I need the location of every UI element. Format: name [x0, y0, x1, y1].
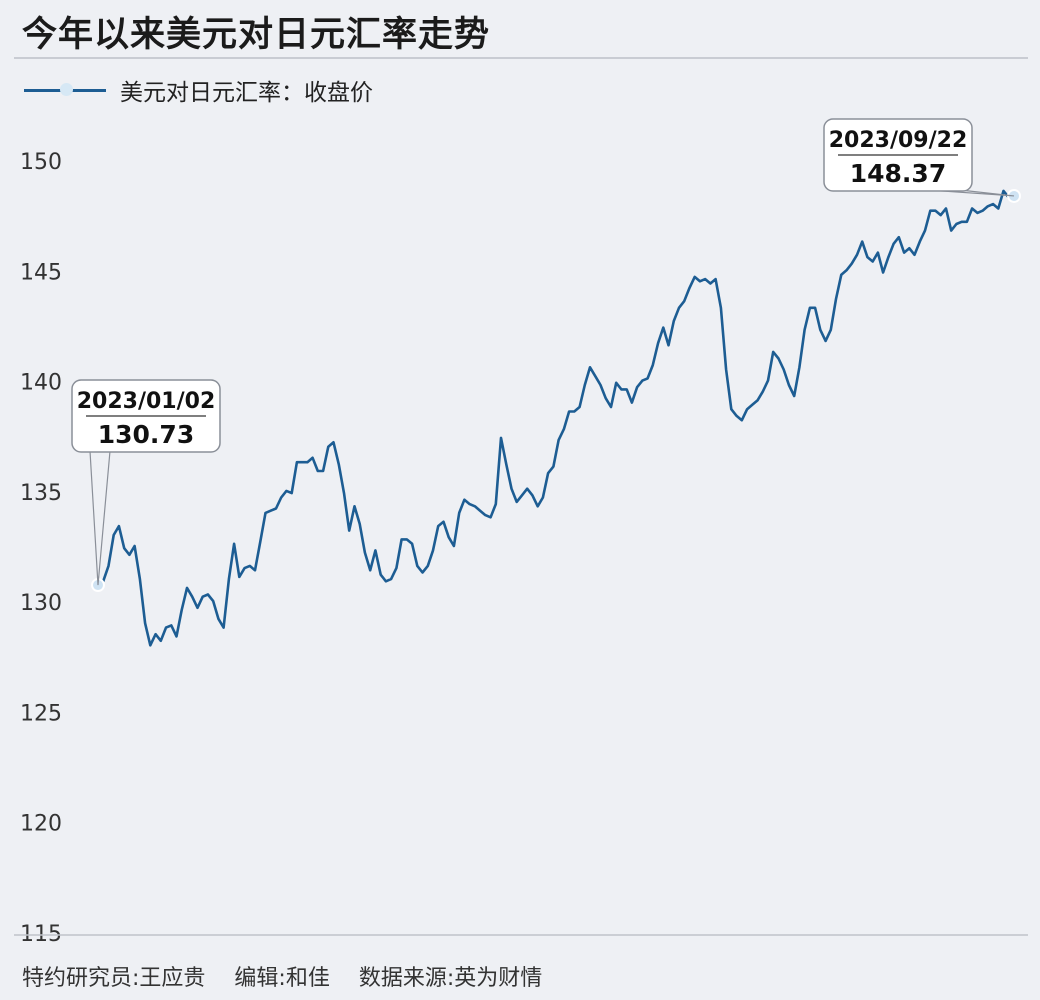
y-tick-label-125: 125 — [20, 701, 62, 726]
legend-line-marker — [24, 82, 106, 96]
callout-1: 2023/09/22 148.37 — [823, 118, 1021, 203]
legend-label: 美元对日元汇率：收盘价 — [120, 80, 373, 106]
y-tick-label-120: 120 — [20, 812, 62, 837]
legend: 美元对日元汇率：收盘价 — [24, 72, 373, 108]
series-layer — [96, 189, 1016, 647]
footer-source: 数据来源:英为财情 — [358, 966, 543, 991]
callout-date-1: 2023/09/22 — [829, 128, 968, 153]
callout-0: 2023/01/02 130.73 — [71, 379, 221, 593]
series-line-0 — [96, 189, 1016, 647]
callout-pointer-0 — [89, 450, 111, 586]
callout-date-0: 2023/01/02 — [77, 389, 216, 414]
annotation-layer: 2023/01/02 130.73 2023/09/22 148.37 — [71, 118, 1021, 593]
chart-title: 今年以来美元对日元汇率走势 — [22, 15, 491, 55]
title-divider — [14, 57, 1028, 59]
y-tick-label-150: 150 — [20, 150, 62, 175]
footer-researcher: 特约研究员:王应贵 — [22, 966, 206, 991]
y-tick-label-145: 145 — [20, 260, 62, 285]
y-tick-label-135: 135 — [20, 481, 62, 506]
y-tick-label-140: 140 — [20, 371, 62, 396]
footer-editor: 编辑:和佳 — [234, 966, 330, 991]
footer: 特约研究员:王应贵 编辑:和佳 数据来源:英为财情 — [22, 960, 564, 992]
callout-pointer-1 — [927, 189, 1015, 197]
y-tick-label-130: 130 — [20, 591, 62, 616]
callout-value-1: 148.37 — [850, 159, 946, 188]
callout-value-0: 130.73 — [98, 420, 194, 449]
